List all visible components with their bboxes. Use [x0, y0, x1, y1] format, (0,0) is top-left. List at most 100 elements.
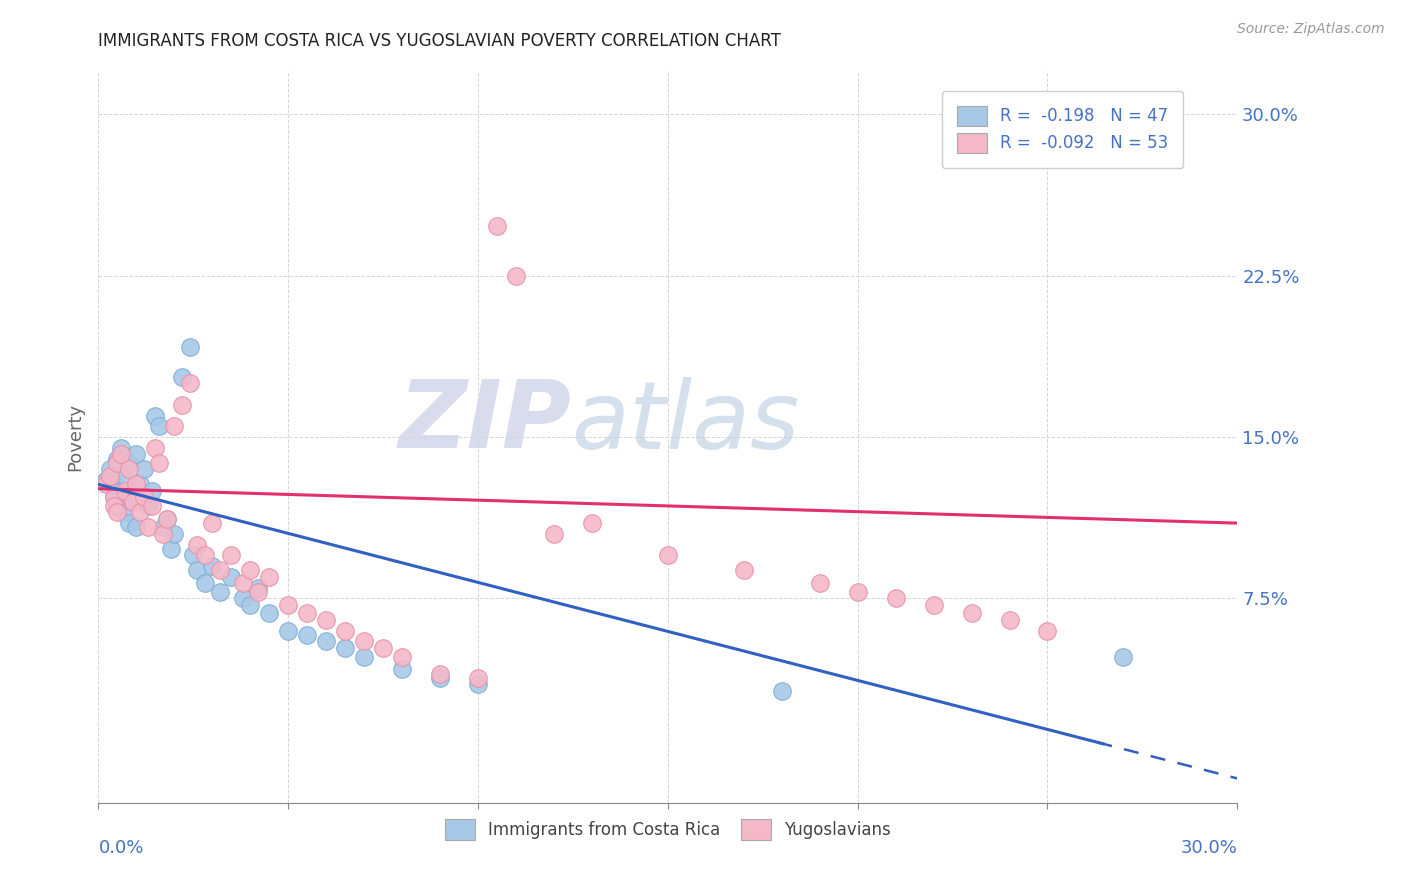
Point	[141, 499, 163, 513]
Point	[107, 505, 129, 519]
Point	[110, 483, 132, 498]
Point	[208, 585, 231, 599]
Point	[110, 441, 132, 455]
Point	[335, 624, 357, 638]
Point	[129, 477, 152, 491]
Point	[1036, 624, 1059, 638]
Point	[391, 662, 413, 676]
Point	[232, 591, 254, 606]
Point	[808, 576, 831, 591]
Point	[194, 549, 217, 563]
Point	[770, 684, 793, 698]
Point	[884, 591, 907, 606]
Point	[657, 549, 679, 563]
Point	[194, 576, 217, 591]
Point	[186, 538, 208, 552]
Point	[179, 376, 201, 391]
Point	[221, 549, 243, 563]
Point	[733, 564, 755, 578]
Point	[103, 499, 125, 513]
Point	[136, 520, 159, 534]
Text: IMMIGRANTS FROM COSTA RICA VS YUGOSLAVIAN POVERTY CORRELATION CHART: IMMIGRANTS FROM COSTA RICA VS YUGOSLAVIA…	[98, 32, 782, 50]
Point	[156, 512, 179, 526]
Point	[159, 541, 181, 556]
Point	[1112, 649, 1135, 664]
Point	[118, 516, 141, 530]
Point	[141, 483, 163, 498]
Point	[103, 491, 125, 505]
Point	[152, 520, 174, 534]
Point	[297, 628, 319, 642]
Text: Source: ZipAtlas.com: Source: ZipAtlas.com	[1237, 22, 1385, 37]
Point	[121, 494, 143, 508]
Point	[94, 477, 117, 491]
Point	[960, 607, 983, 621]
Text: 0.0%: 0.0%	[98, 839, 143, 857]
Point	[259, 570, 281, 584]
Point	[246, 585, 269, 599]
Point	[148, 456, 170, 470]
Point	[103, 477, 125, 491]
Point	[335, 640, 357, 655]
Point	[353, 649, 375, 664]
Point	[132, 491, 155, 505]
Point	[125, 447, 148, 461]
Point	[103, 491, 125, 505]
Point	[239, 598, 262, 612]
Point	[467, 671, 489, 685]
Point	[277, 598, 299, 612]
Point	[277, 624, 299, 638]
Point	[110, 447, 132, 461]
Y-axis label: Poverty: Poverty	[66, 403, 84, 471]
Point	[186, 564, 208, 578]
Point	[114, 483, 136, 498]
Point	[467, 677, 489, 691]
Point	[998, 613, 1021, 627]
Point	[315, 634, 337, 648]
Point	[429, 671, 451, 685]
Point	[353, 634, 375, 648]
Point	[315, 613, 337, 627]
Point	[486, 219, 509, 234]
Point	[201, 559, 224, 574]
Point	[125, 477, 148, 491]
Point	[163, 419, 186, 434]
Point	[391, 649, 413, 664]
Point	[136, 499, 159, 513]
Point	[98, 462, 121, 476]
Point	[246, 581, 269, 595]
Point	[201, 516, 224, 530]
Point	[156, 512, 179, 526]
Point	[170, 398, 193, 412]
Text: ZIP: ZIP	[398, 376, 571, 468]
Point	[121, 494, 143, 508]
Text: atlas: atlas	[571, 377, 799, 468]
Legend: Immigrants from Costa Rica, Yugoslavians: Immigrants from Costa Rica, Yugoslavians	[432, 806, 904, 853]
Point	[107, 451, 129, 466]
Point	[145, 409, 167, 423]
Point	[152, 527, 174, 541]
Point	[922, 598, 945, 612]
Point	[239, 564, 262, 578]
Point	[505, 268, 527, 283]
Point	[259, 607, 281, 621]
Point	[429, 666, 451, 681]
Point	[98, 468, 121, 483]
Point	[163, 527, 186, 541]
Point	[232, 576, 254, 591]
Point	[846, 585, 869, 599]
Point	[208, 564, 231, 578]
Point	[581, 516, 603, 530]
Point	[118, 456, 141, 470]
Point	[114, 505, 136, 519]
Point	[94, 473, 117, 487]
Point	[129, 505, 152, 519]
Point	[114, 468, 136, 483]
Point	[145, 441, 167, 455]
Text: 30.0%: 30.0%	[1181, 839, 1237, 857]
Point	[125, 520, 148, 534]
Point	[107, 499, 129, 513]
Point	[221, 570, 243, 584]
Point	[371, 640, 394, 655]
Point	[170, 369, 193, 384]
